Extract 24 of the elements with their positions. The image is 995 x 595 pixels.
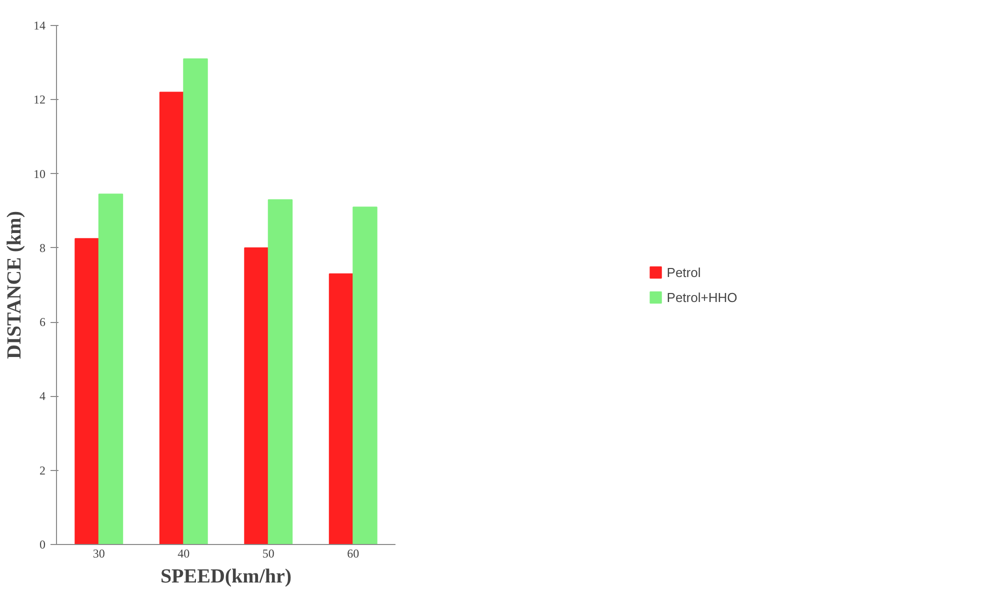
y-tick-label: 0 bbox=[40, 538, 46, 552]
y-tick-label: 6 bbox=[40, 315, 46, 330]
y-tick-label: 12 bbox=[34, 92, 46, 107]
x-axis-title: SPEED(km/hr) bbox=[160, 566, 292, 588]
bar bbox=[352, 206, 378, 544]
x-tick-label: 30 bbox=[92, 546, 105, 560]
bar bbox=[159, 92, 184, 544]
x-tick-label: 60 bbox=[347, 546, 360, 560]
legend-label: Petrol+HHO bbox=[666, 290, 738, 304]
x-tick-label: 40 bbox=[178, 546, 190, 560]
y-tick-label: 10 bbox=[34, 166, 46, 181]
bar bbox=[244, 247, 269, 544]
bar bbox=[328, 273, 354, 544]
y-axis-title: DISTANCE (km) bbox=[4, 211, 26, 359]
y-tick-label: 2 bbox=[40, 463, 46, 478]
y-tick-label: 8 bbox=[40, 240, 46, 255]
bar bbox=[268, 199, 293, 544]
x-tick-label: 50 bbox=[262, 546, 274, 560]
bar bbox=[98, 194, 124, 544]
y-tick-label: 14 bbox=[34, 18, 46, 32]
bar bbox=[74, 238, 100, 544]
legend-label: Petrol bbox=[666, 264, 701, 280]
bar bbox=[183, 58, 208, 544]
y-tick-label: 4 bbox=[40, 389, 46, 404]
